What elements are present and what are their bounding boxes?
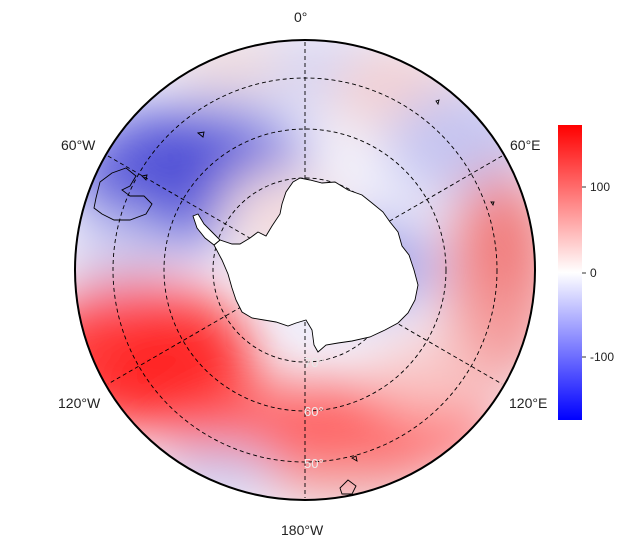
macquarie-island [351,455,358,462]
new-zealand-island [339,479,357,495]
latitude-circle-60 [163,128,447,412]
longitude-label-0: 0° [294,9,308,25]
south-america-coastline [93,99,495,495]
colorbar-label-minus100: -100 [590,350,615,364]
antarctic-continent [213,177,419,353]
longitude-label-120w: 120°W [58,395,101,411]
colorbar-label-0: 0 [590,266,597,280]
longitude-label-180w: 180°W [281,522,324,538]
south-georgia-island [196,131,205,138]
longitude-label-60e: 60°E [510,137,541,153]
tierra-del-fuego [93,167,153,221]
colorbar-label-100: 100 [590,180,611,194]
latitude-label-60: 60° [304,404,324,419]
colorbar-gradient [558,125,582,420]
heard-island [490,201,495,207]
longitude-label-120e: 120°E [509,395,548,411]
colorbar [558,125,586,420]
longitude-label-60w: 60°W [61,137,96,153]
latitude-label-50: 50° [304,456,324,471]
kerguelen-island [435,99,440,106]
map-boundary [74,39,536,501]
latitude-label-70: 70° [304,355,324,370]
antarctica-coastline [192,177,419,353]
falkland-island [141,174,148,181]
antarctic-peninsula [192,213,221,246]
